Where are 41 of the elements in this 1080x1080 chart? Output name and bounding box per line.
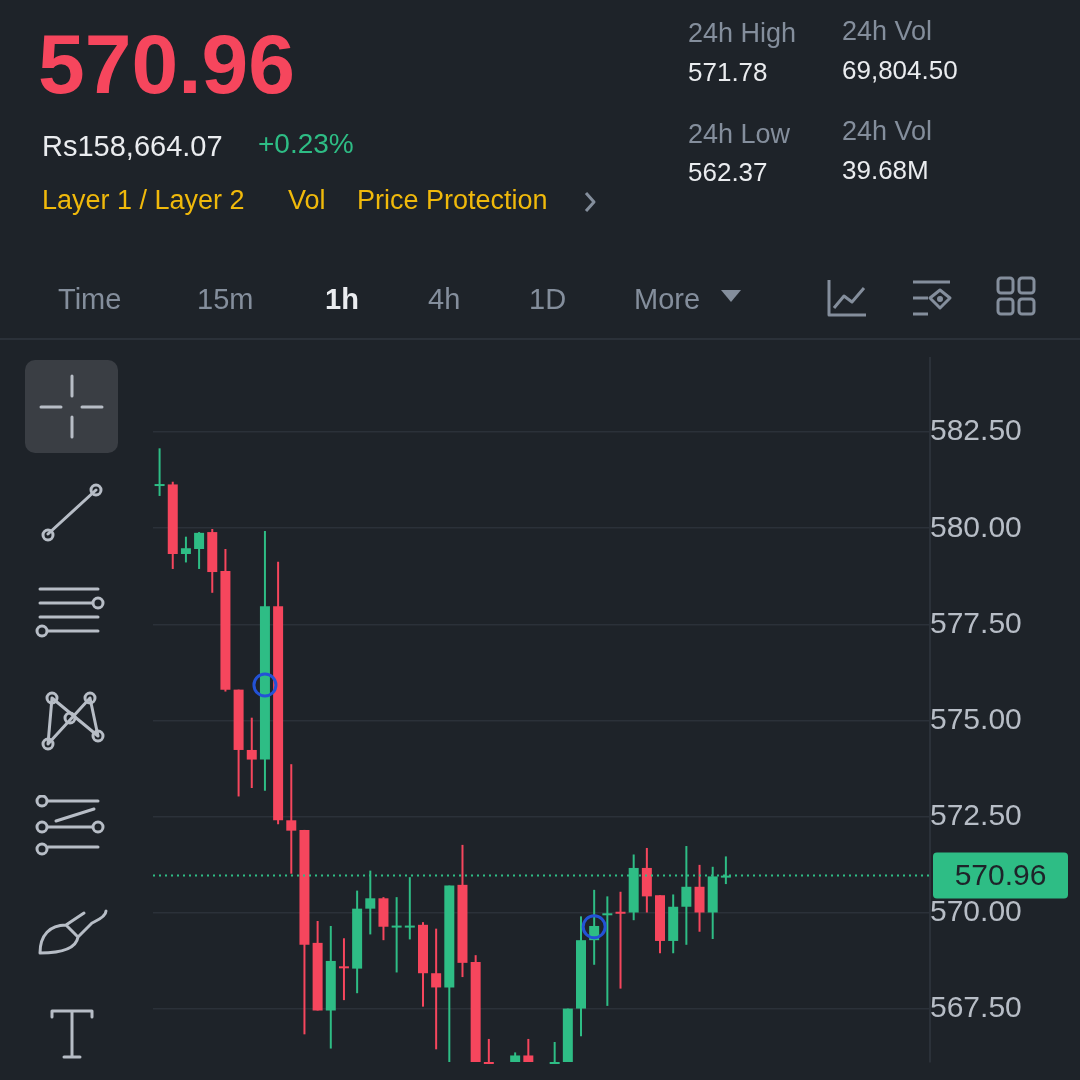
text: Time — [58, 283, 122, 315]
text: 571.78 — [688, 57, 768, 87]
y-tick-label: 577.50 — [930, 605, 1022, 639]
text: Vol — [288, 185, 326, 215]
text: 24h Vol — [842, 116, 933, 146]
text: 24h Low — [688, 119, 791, 149]
candlestick — [286, 763, 297, 875]
text: +0.23% — [258, 128, 354, 159]
text: 24h Vol — [842, 16, 933, 46]
ref-line-label: 570.96 — [954, 857, 1047, 891]
y-tick-label: 567.50 — [930, 989, 1022, 1023]
text: 24h High — [688, 18, 797, 48]
candlestick — [431, 927, 442, 1051]
candlestick — [549, 1041, 560, 1064]
candlestick — [404, 876, 415, 941]
y-tick-label: 582.50 — [930, 413, 1022, 447]
y-tick-label: 572.50 — [930, 797, 1022, 831]
candlestick — [180, 535, 191, 564]
text: Rs158,664.07 — [42, 130, 223, 162]
candlestick — [602, 895, 613, 1007]
text: 1h — [325, 283, 359, 315]
candlestick — [338, 937, 349, 1002]
candlestick — [391, 896, 402, 974]
chart-title: 570.96 — [38, 17, 295, 111]
text: 39.68M — [842, 155, 929, 185]
candlestick — [154, 447, 165, 497]
y-tick-label: 580.00 — [930, 509, 1022, 543]
candlestick — [246, 716, 257, 790]
text: 15m — [197, 283, 254, 315]
candlestick — [194, 531, 205, 570]
text: 69,804.50 — [842, 55, 958, 85]
text: Layer 1 / Layer 2 — [42, 185, 245, 215]
text: 1D — [529, 283, 567, 315]
y-tick-label: 575.00 — [930, 701, 1022, 735]
text: 562.37 — [688, 157, 768, 187]
candlestick — [483, 1037, 494, 1064]
text: More — [634, 283, 701, 315]
y-tick-label: 570.00 — [930, 893, 1022, 927]
candlestick — [615, 890, 626, 990]
text: Price Protection — [357, 185, 548, 215]
text: 4h — [428, 283, 461, 315]
